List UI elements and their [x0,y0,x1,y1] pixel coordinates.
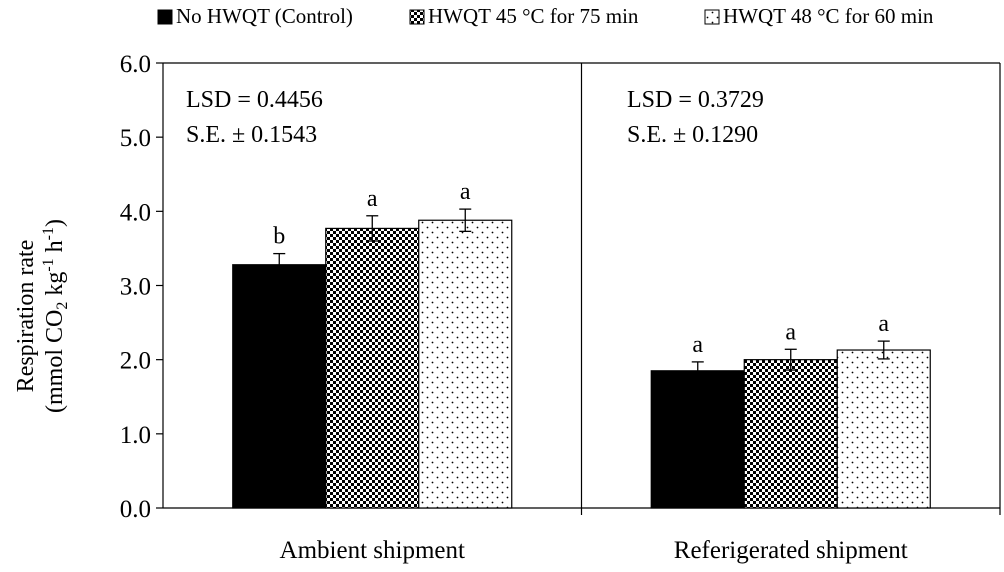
legend-swatch-control [157,9,173,25]
significance-letter: a [367,186,378,212]
legend-item-hwqt45: HWQT 45 °C for 75 min [409,4,639,28]
significance-letter: a [692,332,703,358]
annotation-lsd-refrigerated: LSD = 0.3729 [627,87,764,113]
legend: No HWQT (Control) HWQT 45 °C for 75 min … [157,4,934,28]
annotation-se-ambient: S.E. ± 0.1543 [186,122,317,148]
y-tick-label: 2.0 [120,348,151,375]
significance-letter: b [273,224,285,250]
legend-item-control: No HWQT (Control) [157,4,353,28]
bar [650,370,745,509]
bar [418,219,513,509]
plot-area: 0.0 1.0 2.0 3.0 4.0 5.0 6.0 Ambient shipment b a a… [120,51,1001,564]
y-axis-label-line2: (mmol CO2 kg-1 h-1) [40,219,71,413]
legend-swatch-hwqt45 [409,9,425,25]
annotation-se-refrigerated: S.E. ± 0.1290 [627,122,758,148]
legend-label-control: No HWQT (Control) [176,4,353,28]
y-tick-label: 3.0 [120,274,151,301]
annotation-lsd-ambient: LSD = 0.4456 [186,87,323,113]
legend-label-hwqt48: HWQT 48 °C for 60 min [723,4,934,28]
y-axis-label-line1: Respiration rate [13,240,39,393]
significance-letter: a [878,311,889,337]
significance-letter: a [785,319,796,345]
y-tick-label: 4.0 [120,199,151,226]
bar [836,349,931,509]
legend-item-hwqt48: HWQT 48 °C for 60 min [704,4,934,28]
bar [232,264,327,509]
legend-label-hwqt45: HWQT 45 °C for 75 min [428,4,639,28]
y-tick-label: 5.0 [120,125,151,152]
annotations: LSD = 0.4456 S.E. ± 0.1543 LSD = 0.3729 … [186,87,764,148]
y-tick-label: 0.0 [120,496,151,523]
y-axis-label: Respiration rate (mmol CO2 kg-1 h-1) [13,219,71,413]
y-tick-label: 6.0 [120,51,151,78]
significance-letter: a [460,179,471,205]
y-tick-label: 1.0 [120,422,151,449]
bar [743,359,838,509]
legend-swatch-hwqt48 [704,9,720,25]
x-category-label: Ambient shipment [280,537,465,564]
x-category-label: Referigerated shipment [674,537,908,564]
bar [325,227,420,509]
